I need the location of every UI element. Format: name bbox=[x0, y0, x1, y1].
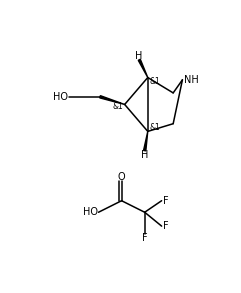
Text: HO: HO bbox=[54, 92, 68, 102]
Text: H: H bbox=[135, 51, 142, 61]
Polygon shape bbox=[144, 131, 148, 151]
Text: &1: &1 bbox=[149, 77, 160, 86]
Text: &1: &1 bbox=[149, 123, 160, 132]
Text: F: F bbox=[142, 233, 147, 243]
Text: O: O bbox=[118, 172, 125, 182]
Text: &1: &1 bbox=[112, 102, 123, 111]
Text: F: F bbox=[163, 221, 169, 231]
Text: NH: NH bbox=[184, 75, 199, 85]
Text: H: H bbox=[141, 150, 148, 160]
Polygon shape bbox=[138, 59, 148, 78]
Polygon shape bbox=[100, 96, 125, 105]
Text: HO: HO bbox=[83, 207, 98, 217]
Text: F: F bbox=[163, 196, 169, 206]
